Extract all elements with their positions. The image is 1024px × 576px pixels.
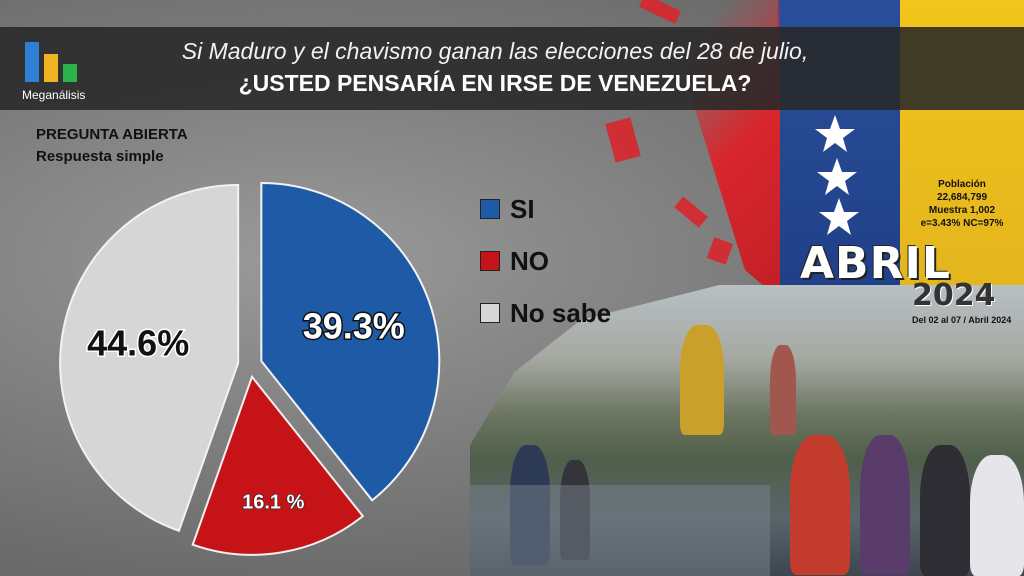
- flag-shard: [605, 117, 641, 163]
- question-type: PREGUNTA ABIERTA Respuesta simple: [36, 124, 188, 168]
- legend-swatch-no-sabe: [480, 303, 500, 323]
- photo-figure: [790, 435, 850, 575]
- date-range: Del 02 al 07 / Abril 2024: [912, 315, 1012, 325]
- logo-text: Meganálisis: [22, 88, 86, 102]
- legend-item-no: NO: [480, 244, 611, 278]
- pie-slice-no: [191, 374, 365, 556]
- month-label: ABRIL: [800, 238, 951, 289]
- pie-label-si: 39.3%: [303, 305, 405, 346]
- pie-slice-no-sabe: [59, 183, 240, 533]
- pie-slice-si: [260, 182, 441, 502]
- header-title-line-1: Si Maduro y el chavismo ganan las elecci…: [181, 38, 809, 64]
- legend-item-no-sabe: No sabe: [480, 296, 611, 330]
- legend-item-si: SI: [480, 192, 611, 226]
- pie-label-no: 16.1 %: [242, 492, 304, 514]
- photo-figure: [860, 435, 910, 575]
- legend-swatch-no: [480, 251, 500, 271]
- header-title-line-2: ¿USTED PENSARÍA EN IRSE DE VENEZUELA?: [238, 70, 752, 96]
- photo-figure: [970, 455, 1024, 576]
- photo-figure: [770, 345, 796, 435]
- legend-label-no: NO: [510, 245, 549, 276]
- flag-stars: [815, 115, 859, 235]
- legend-label-no-sabe: No sabe: [510, 297, 612, 328]
- logo-bar-blue: [25, 42, 39, 82]
- legend-swatch-si: [480, 199, 500, 219]
- logo-bar-yellow: [44, 54, 58, 82]
- header-bar: [0, 27, 1024, 110]
- meganalisis-logo: Meganálisis: [22, 36, 86, 102]
- flag-shard: [706, 237, 734, 265]
- survey-info-error: e=3.43% NC=97%: [920, 218, 1004, 229]
- question-type-line-1: PREGUNTA ABIERTA: [36, 126, 188, 143]
- survey-info-population-value: 22,684,799: [936, 192, 988, 203]
- survey-info: Población 22,684,799 Muestra 1,002 e=3.4…: [910, 178, 1014, 230]
- photo-figure: [920, 445, 970, 576]
- question-type-line-2: Respuesta simple: [36, 148, 164, 165]
- year-label: 2024: [912, 278, 996, 313]
- photo-figure: [680, 325, 724, 435]
- photo-water: [470, 485, 770, 576]
- logo-bar-green: [63, 64, 77, 82]
- legend: SI NO No sabe: [480, 192, 611, 348]
- survey-info-population-label: Población: [938, 179, 986, 190]
- legend-label-si: SI: [510, 193, 535, 224]
- pie-chart: 39.3% 16.1 % 44.6%: [59, 182, 441, 556]
- flag-shard: [674, 196, 708, 228]
- survey-info-sample: Muestra 1,002: [928, 205, 996, 216]
- pie-label-no-sabe: 44.6%: [87, 322, 189, 363]
